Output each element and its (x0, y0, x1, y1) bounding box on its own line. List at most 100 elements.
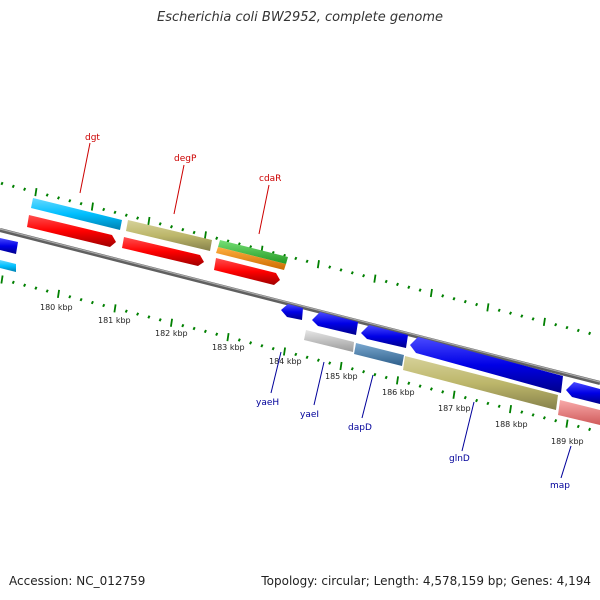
major-tick (373, 274, 377, 283)
gene-label-yaeH: yaeH (256, 398, 279, 408)
minor-tick (463, 395, 467, 400)
upper-gene-labels: dgt degP cdaR (79, 133, 281, 235)
minor-tick (169, 225, 174, 229)
minor-tick (316, 358, 320, 362)
major-tick (226, 333, 230, 342)
major-tick (565, 419, 569, 428)
reverse-strand-genes (281, 304, 600, 425)
major-tick (486, 303, 490, 312)
minor-tick (215, 332, 219, 336)
major-tick (396, 376, 399, 385)
minor-tick (11, 280, 15, 285)
scale-label: 181 kbp (98, 316, 131, 325)
minor-tick (102, 207, 106, 212)
cds-blue-glnD (410, 337, 563, 393)
minor-tick (102, 303, 106, 308)
gene-label-map: map (550, 481, 570, 491)
minor-tick (181, 227, 185, 232)
minor-tick (181, 323, 185, 328)
minor-tick (384, 279, 388, 284)
major-tick (170, 318, 173, 327)
scale-label: 186 kbp (382, 388, 415, 397)
minor-tick (203, 329, 207, 334)
gene-label-dapD: dapD (348, 423, 372, 433)
minor-tick (520, 314, 524, 318)
upper-tick-row (0, 181, 592, 336)
gene-label-dgt: dgt (85, 133, 100, 143)
scale-label: 184 kbp (269, 357, 302, 366)
minor-tick (418, 288, 422, 292)
minor-tick (249, 341, 253, 345)
major-tick (339, 361, 343, 371)
minor-tick (113, 210, 117, 215)
minor-tick (294, 352, 298, 357)
minor-tick (328, 361, 332, 365)
major-tick (203, 231, 207, 240)
major-tick (283, 347, 286, 356)
cds-orange-cdaR (216, 247, 286, 270)
minor-tick (136, 216, 140, 220)
major-tick (34, 188, 38, 197)
minor-tick (34, 286, 38, 290)
minor-tick (158, 222, 162, 226)
minor-tick (215, 236, 219, 240)
minor-tick (565, 325, 569, 330)
major-tick (542, 317, 546, 326)
scale-label: 189 kbp (551, 437, 584, 446)
cds-blue-1 (312, 312, 358, 335)
minor-tick (0, 181, 4, 186)
minor-tick (554, 322, 558, 327)
minor-tick (576, 424, 580, 429)
minor-tick (260, 344, 264, 348)
major-tick (509, 405, 512, 414)
major-tick (429, 288, 433, 298)
minor-tick (79, 297, 83, 302)
scale-label: 182 kbp (155, 329, 188, 338)
minor-tick (384, 375, 388, 380)
minor-tick (328, 265, 332, 269)
minor-tick (373, 372, 377, 377)
minor-tick (588, 331, 592, 336)
cds-blue-yaeH (281, 304, 303, 320)
minor-tick (305, 355, 309, 360)
cds-khaki-glnD (403, 356, 558, 410)
forward-strand-genes (0, 198, 288, 285)
minor-tick (339, 268, 343, 272)
major-tick (147, 216, 151, 226)
minor-tick (237, 338, 241, 342)
cds-cyan-left (0, 260, 16, 272)
major-tick (452, 390, 456, 399)
minor-tick (90, 300, 94, 305)
minor-tick (531, 317, 535, 321)
cds-green-cdaR (218, 240, 288, 264)
minor-tick (542, 416, 546, 420)
scale-label: 188 kbp (495, 420, 528, 429)
minor-tick (68, 199, 72, 203)
minor-tick (45, 289, 49, 293)
minor-tick (271, 346, 275, 351)
backbone (0, 228, 600, 385)
minor-tick (158, 318, 162, 322)
minor-tick (508, 311, 513, 315)
minor-tick (305, 259, 309, 264)
minor-tick (11, 184, 15, 189)
minor-tick (362, 369, 366, 374)
minor-tick (429, 387, 433, 391)
map-title: Escherichia coli BW2952, complete genome (157, 10, 443, 25)
minor-tick (124, 213, 128, 217)
minor-tick (441, 294, 445, 298)
minor-tick (23, 187, 27, 191)
accession-text: Accession: NC_012759 (9, 574, 146, 588)
major-tick (113, 304, 117, 313)
minor-tick (68, 295, 72, 299)
scale-label: 183 kbp (212, 343, 245, 352)
minor-tick (497, 404, 501, 409)
minor-tick (588, 427, 592, 432)
minor-tick (294, 256, 298, 261)
minor-tick (576, 328, 580, 333)
minor-tick (407, 285, 411, 289)
minor-tick (395, 282, 400, 287)
cds-steel-dapD (354, 343, 404, 366)
minor-tick (192, 230, 196, 235)
